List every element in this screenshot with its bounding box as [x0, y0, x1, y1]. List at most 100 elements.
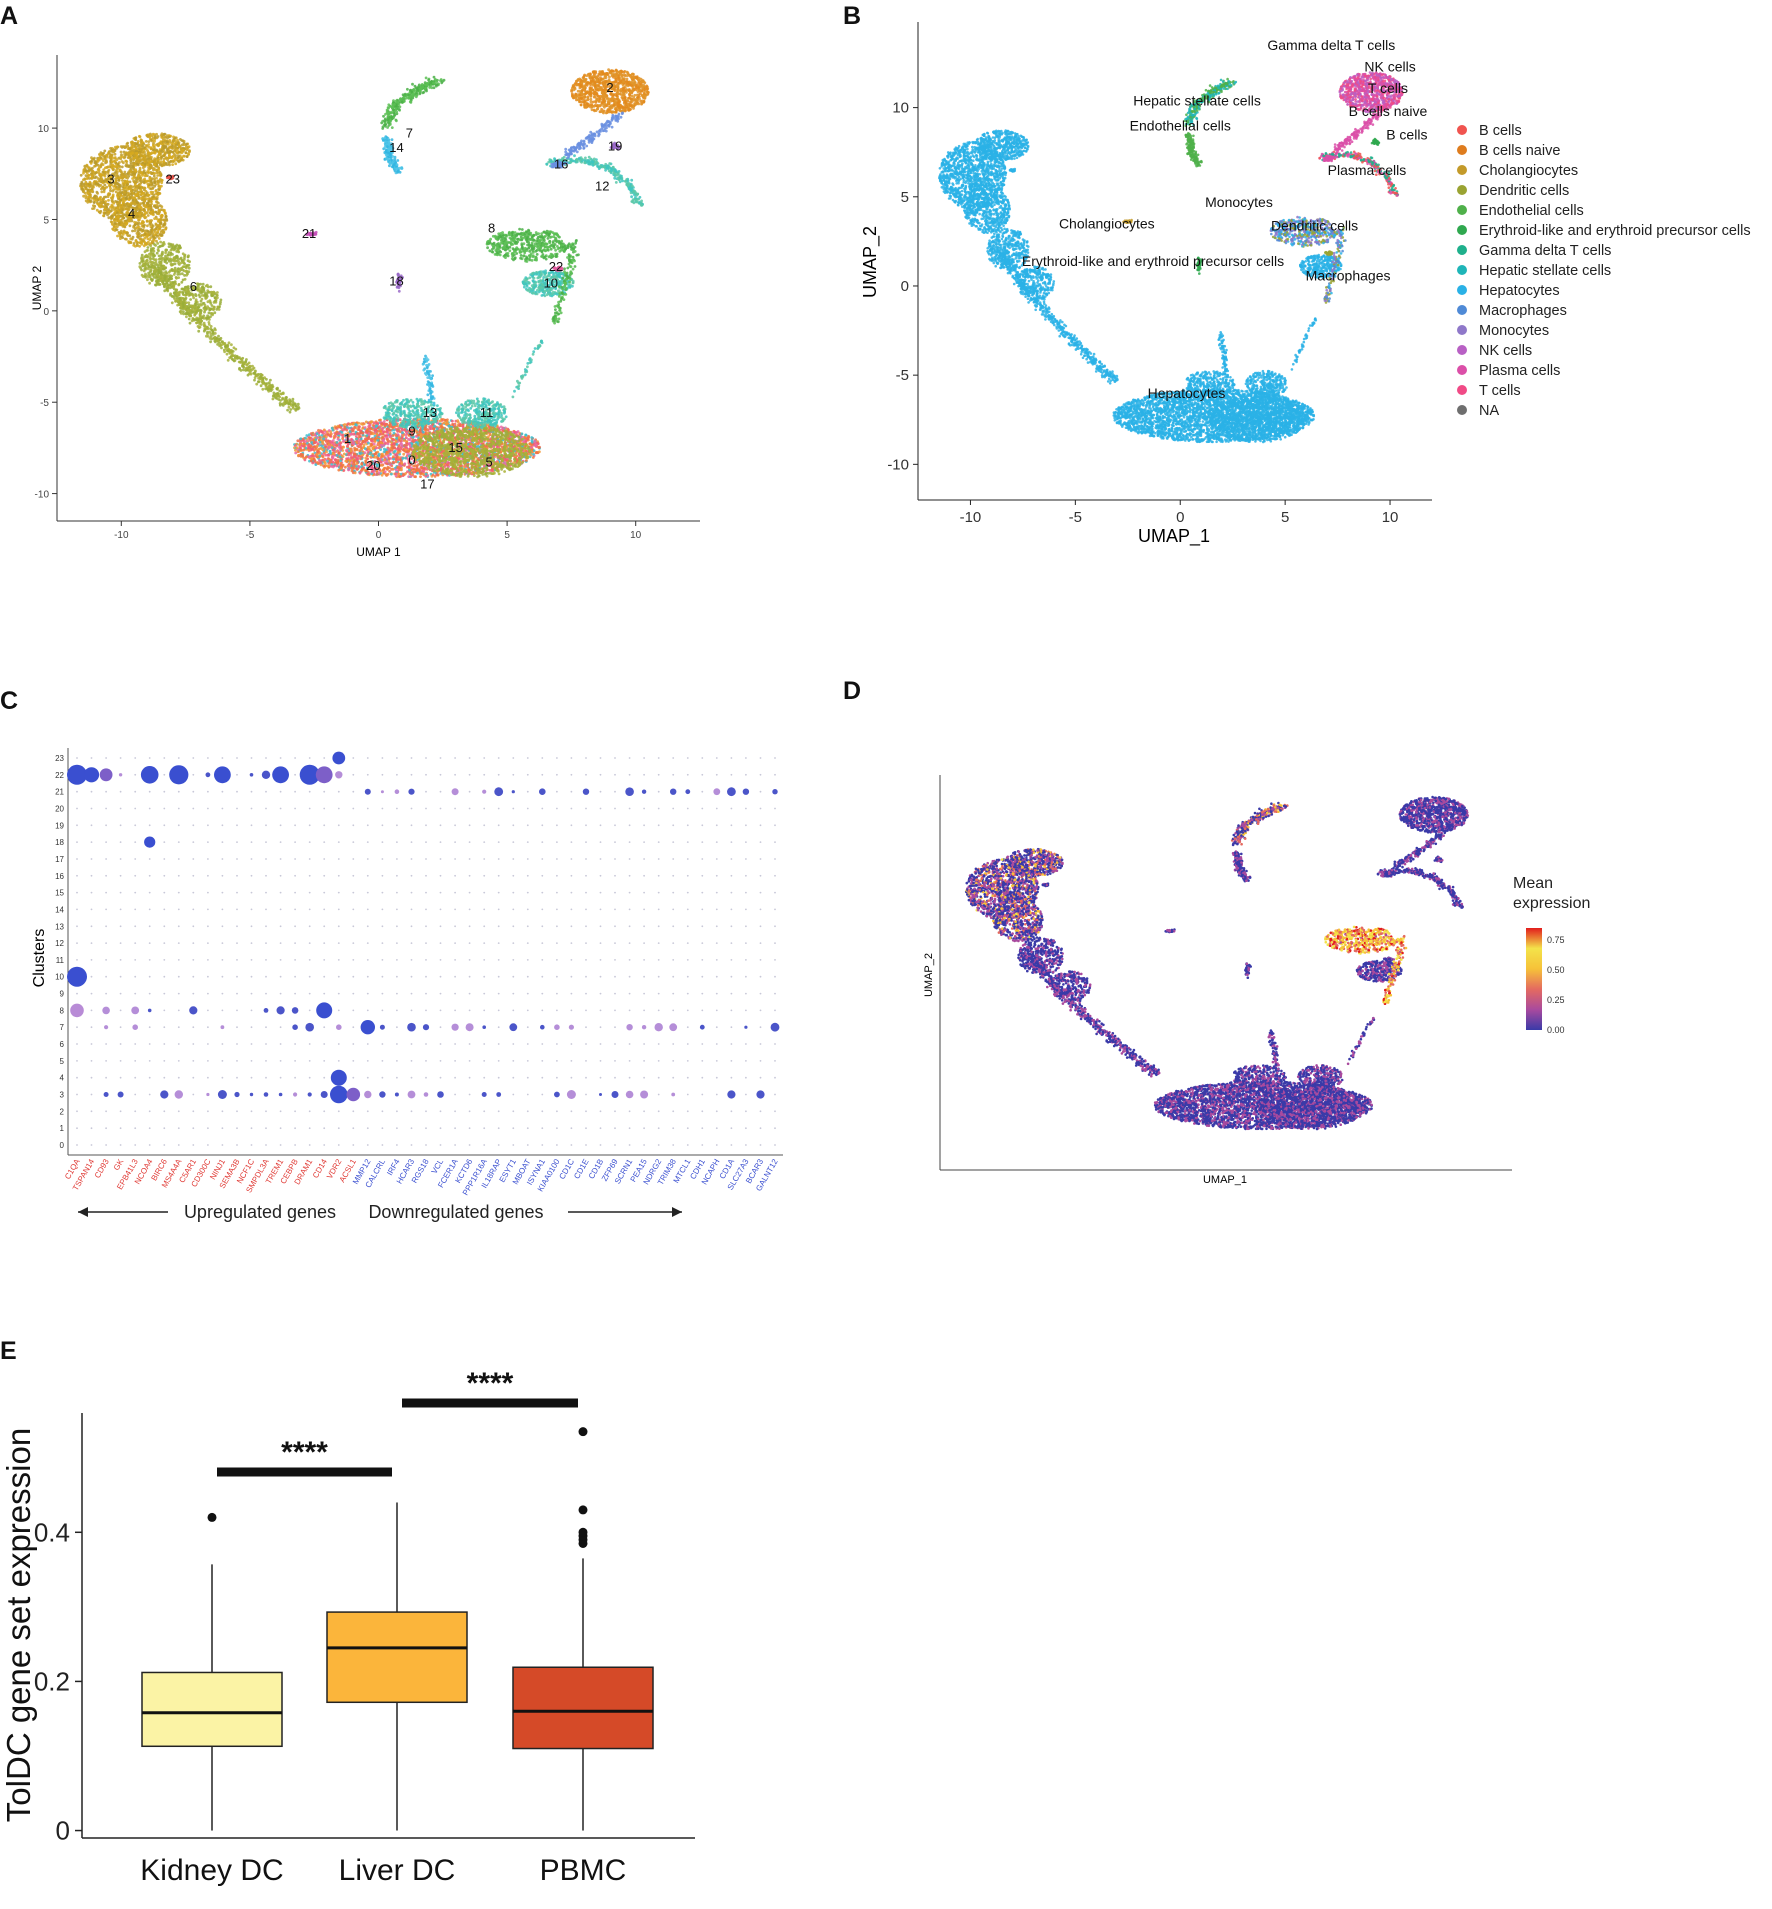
cell-point	[132, 180, 135, 183]
cell-point	[112, 168, 115, 171]
cell-point	[147, 171, 150, 174]
cell-point	[111, 197, 114, 200]
cell-point	[85, 174, 88, 177]
cell-point	[126, 180, 129, 183]
cell-point	[100, 188, 103, 191]
cell-point	[143, 178, 146, 181]
cell-point	[153, 180, 156, 183]
cell-point	[110, 154, 113, 157]
cell-point	[95, 199, 98, 202]
cell-point	[157, 192, 160, 195]
cell-point	[112, 165, 115, 168]
cell-point	[104, 212, 107, 215]
cell-point	[82, 172, 85, 175]
cell-point	[135, 179, 138, 182]
cell-point	[91, 170, 94, 173]
cell-point	[159, 172, 162, 175]
cell-point	[123, 151, 126, 154]
cell-point	[80, 174, 83, 177]
cell-point	[117, 188, 120, 191]
cell-point	[88, 196, 91, 199]
cell-point	[103, 205, 106, 208]
cell-point	[118, 185, 121, 188]
cell-point	[111, 160, 114, 163]
cell-point	[85, 200, 88, 203]
cell-point	[90, 176, 93, 179]
cell-point	[103, 189, 106, 192]
cell-point	[89, 199, 92, 202]
cell-point	[126, 188, 129, 191]
cell-point	[107, 199, 110, 202]
cell-point	[98, 211, 101, 214]
cell-point	[98, 158, 101, 161]
cell-point	[87, 189, 90, 192]
cell-point	[134, 184, 137, 187]
cell-point	[153, 175, 156, 178]
cell-point	[100, 191, 103, 194]
cell-point	[150, 172, 153, 175]
cell-point	[136, 163, 139, 166]
cell-point	[105, 161, 108, 164]
cell-point	[103, 157, 106, 160]
cell-point	[115, 177, 118, 180]
cell-point	[122, 161, 125, 164]
cell-point	[115, 169, 118, 172]
cell-point	[100, 165, 103, 168]
cell-point	[118, 168, 121, 171]
cell-point	[120, 192, 123, 195]
cell-point	[139, 177, 142, 180]
cell-point	[144, 187, 147, 190]
cell-point	[109, 147, 112, 150]
cell-point	[116, 145, 119, 148]
cell-point	[124, 160, 127, 163]
cell-point	[104, 208, 107, 211]
cell-point	[93, 201, 96, 204]
cell-point	[80, 188, 83, 191]
cell-point	[130, 173, 133, 176]
cell-point	[102, 152, 105, 155]
cell-point	[148, 177, 151, 180]
cell-point	[92, 182, 95, 185]
cell-point	[89, 181, 92, 184]
cell-point	[121, 177, 124, 180]
cell-point	[131, 177, 134, 180]
cell-point	[117, 196, 120, 199]
cell-point	[97, 177, 100, 180]
cell-point	[138, 186, 141, 189]
cell-point	[127, 165, 130, 168]
cell-point	[98, 197, 101, 200]
cell-point	[118, 176, 121, 179]
cell-point	[84, 167, 87, 170]
cell-point	[153, 177, 156, 180]
cell-point	[120, 151, 123, 154]
cell-point	[123, 157, 126, 160]
cell-point	[82, 195, 85, 198]
cell-point	[117, 192, 120, 195]
cell-point	[108, 151, 111, 154]
figure-canvas: -10 -5 0 5 10-10-50510UMAP 1UMAP 20123456789…	[0, 0, 1772, 1909]
cell-point	[130, 167, 133, 170]
cell-point	[147, 166, 150, 169]
cell-point	[88, 166, 91, 169]
cell-point	[144, 175, 147, 178]
cell-point	[97, 203, 100, 206]
cell-point	[140, 171, 143, 174]
cell-point	[84, 170, 87, 173]
cell-point	[122, 183, 125, 186]
cell-point	[111, 200, 114, 203]
cell-point	[95, 171, 98, 174]
cell-point	[109, 156, 112, 159]
cell-point	[95, 162, 98, 165]
cell-point	[111, 190, 114, 193]
cell-point	[108, 193, 111, 196]
cell-point	[125, 164, 128, 167]
cell-point	[150, 180, 153, 183]
cell-point	[159, 175, 162, 178]
umap-a-points	[79, 68, 650, 478]
cell-point	[114, 156, 117, 159]
cell-point	[130, 163, 133, 166]
cell-point	[121, 179, 124, 182]
cell-point	[94, 176, 97, 179]
cell-point	[105, 196, 108, 199]
